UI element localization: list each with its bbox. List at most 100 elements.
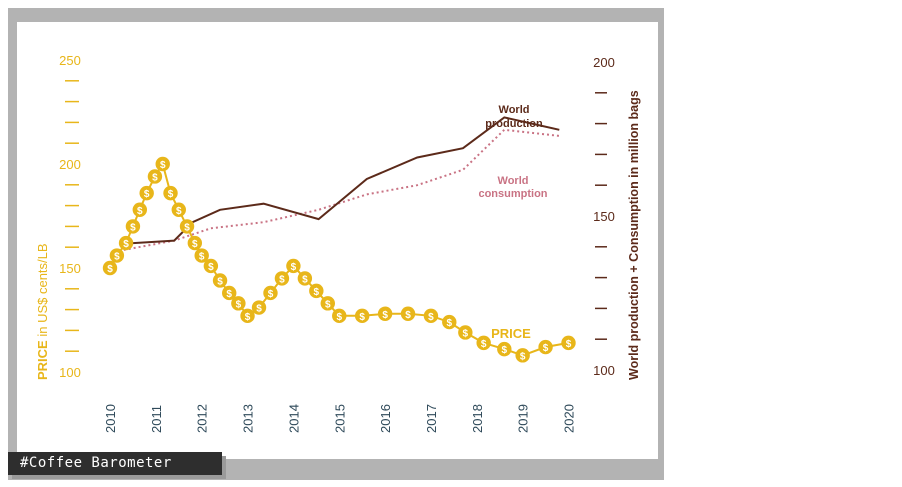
x-tick-label: 2015 — [332, 404, 347, 433]
price-point: $ — [263, 285, 278, 301]
price-point-symbol: $ — [291, 262, 297, 273]
x-tick-label: 2016 — [378, 404, 393, 433]
production-label-line1: World — [499, 104, 530, 116]
price-point-symbol: $ — [123, 239, 129, 250]
price-point-coin — [109, 248, 125, 263]
price-point-coin — [155, 156, 170, 172]
price-point-symbol: $ — [543, 343, 549, 354]
price-point-coin — [497, 341, 512, 357]
price-point-symbol: $ — [566, 339, 572, 350]
left-tick-label: 200 — [59, 157, 81, 172]
price-point-symbol: $ — [176, 206, 182, 217]
price-point-symbol: $ — [152, 172, 158, 183]
price-point-symbol: $ — [428, 312, 434, 323]
price-point: $ — [377, 306, 393, 321]
price-point: $ — [139, 185, 154, 201]
price-point: $ — [240, 308, 255, 324]
price-point-symbol: $ — [168, 189, 174, 200]
price-point: $ — [286, 258, 301, 274]
x-axis: 2010 2011 2012 2013 2014 2015 2016 2017 2018 2019… — [103, 404, 577, 433]
right-tick-label: 200 — [593, 55, 615, 70]
x-tick-label: 2020 — [562, 404, 577, 433]
price-point: $ — [179, 219, 195, 234]
price-point-coin — [147, 169, 163, 184]
price-point-symbol: $ — [359, 312, 365, 323]
price-point: $ — [212, 273, 228, 288]
price-point: $ — [222, 285, 237, 301]
price-point: $ — [251, 300, 267, 315]
price-point-coin — [212, 273, 228, 288]
price-point-coin — [320, 296, 335, 311]
price-point-coin — [286, 258, 301, 274]
x-tick-label: 2019 — [516, 404, 531, 433]
caption-label: #Coffee Barometer — [8, 452, 222, 475]
price-point-symbol: $ — [226, 289, 232, 300]
right-tick-label: 100 — [593, 363, 615, 378]
consumption-label-line1: World — [498, 175, 529, 187]
x-tick-label: 2017 — [424, 404, 439, 433]
price-point: $ — [118, 235, 134, 251]
price-point-coin — [118, 235, 134, 251]
price-point: $ — [400, 306, 416, 321]
price-point-symbol: $ — [502, 345, 508, 356]
right-tick-label: 150 — [593, 209, 615, 224]
left-tick-label: 150 — [59, 261, 81, 276]
price-point: $ — [155, 156, 170, 172]
price-point-coin — [442, 314, 457, 330]
price-point-coin — [423, 308, 439, 324]
price-point-symbol: $ — [382, 310, 388, 321]
price-point: $ — [458, 325, 473, 340]
x-tick-label: 2013 — [241, 404, 256, 433]
price-point-symbol: $ — [114, 252, 120, 263]
price-point-symbol: $ — [279, 274, 285, 285]
price-point: $ — [102, 260, 118, 276]
price-point-symbol: $ — [199, 252, 205, 263]
price-point-coin — [222, 285, 237, 301]
x-tick-label: 2014 — [286, 404, 301, 433]
consumption-line — [123, 128, 560, 251]
price-point-coin — [187, 235, 203, 251]
consumption-label-line2: consumption — [478, 188, 547, 200]
left-axis: 250 200 150 100 — [59, 53, 81, 380]
price-point-symbol: $ — [144, 189, 150, 200]
price-point-coin — [139, 185, 154, 201]
price-point: $ — [497, 341, 512, 357]
price-point-symbol: $ — [256, 304, 262, 315]
price-point-symbol: $ — [447, 318, 453, 329]
price-point: $ — [354, 308, 370, 324]
left-axis-title: PRICE in US$ cents/LB — [35, 243, 50, 380]
price-point-coin — [240, 308, 255, 324]
price-point-symbol: $ — [130, 222, 136, 233]
price-point-coin — [102, 260, 118, 276]
price-point-coin — [458, 325, 473, 340]
price-point-symbol: $ — [217, 276, 223, 287]
price-point-coin — [125, 219, 141, 234]
price-point: $ — [297, 271, 313, 286]
price-point: $ — [109, 248, 125, 263]
price-point: $ — [309, 283, 324, 299]
price-point-symbol: $ — [192, 239, 198, 250]
price-point-coin — [194, 248, 209, 263]
price-point: $ — [147, 169, 163, 184]
price-point: $ — [538, 339, 553, 355]
right-axis-title: World production + Consumption in millio… — [627, 90, 641, 380]
price-point-symbol: $ — [245, 312, 251, 323]
price-point-symbol: $ — [314, 287, 320, 298]
price-point-symbol: $ — [325, 299, 331, 310]
left-tick-label: 250 — [59, 53, 81, 68]
price-point-coin — [297, 271, 313, 286]
x-tick-label: 2012 — [195, 404, 210, 433]
price-point-symbol: $ — [481, 339, 487, 350]
price-point-coin — [171, 202, 186, 217]
price-point: $ — [320, 296, 335, 311]
price-label: PRICE — [491, 326, 531, 341]
price-point: $ — [203, 258, 219, 274]
annotation-layer: World production World consumption PRICE — [478, 104, 547, 341]
price-point-symbol: $ — [302, 274, 308, 285]
price-point-symbol: $ — [137, 206, 143, 217]
price-point: $ — [231, 296, 246, 311]
price-point-coin — [132, 202, 148, 217]
price-point: $ — [423, 308, 439, 324]
price-point-symbol: $ — [107, 264, 113, 275]
price-point-coin — [400, 306, 416, 321]
